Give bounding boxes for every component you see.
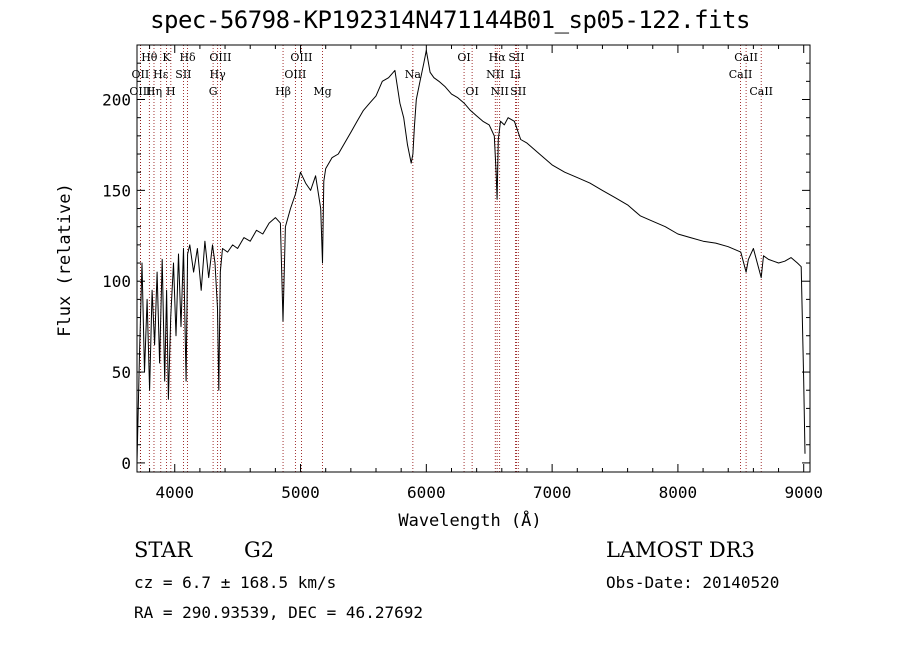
line-marker-label-12: Hβ (275, 85, 291, 98)
line-marker-label-23: Li (510, 68, 521, 81)
line-marker-label-9: OIII (209, 51, 231, 64)
x-tick-label-5: 9000 (784, 483, 823, 502)
line-marker-label-8: Hδ (179, 51, 196, 64)
line-marker-label-0: Hθ (141, 51, 158, 64)
line-marker-label-27: CaII (749, 85, 773, 98)
line-marker-label-14: OIII (284, 68, 306, 81)
line-marker-label-1: OII (132, 68, 150, 81)
line-markers (139, 45, 762, 472)
line-marker-label-24: SII (510, 85, 526, 98)
line-marker-label-15: Mg (313, 85, 331, 98)
line-marker-label-5: K (162, 51, 171, 64)
x-axis: 4000 5000 6000 7000 8000 9000 (149, 45, 823, 502)
line-marker-label-22: SII (508, 51, 524, 64)
survey-name: LAMOST DR3 (606, 538, 755, 562)
redshift-line: cz = 6.7 ± 168.5 km/s (134, 573, 337, 592)
x-axis-label: Wavelength (Å) (398, 511, 542, 531)
object-type: STAR (134, 538, 193, 562)
line-marker-label-7: SII (175, 68, 191, 81)
y-tick-label-0: 0 (121, 454, 131, 473)
x-tick-label-4: 8000 (659, 483, 698, 502)
line-marker-label-16: Na (405, 68, 422, 81)
y-axis: 0 50 100 150 200 (102, 62, 810, 473)
plot-frame (136, 44, 811, 473)
line-marker-label-2: OIII (129, 85, 151, 98)
line-marker-label-13: OIII (290, 51, 312, 64)
line-marker-label-25: CaII (734, 51, 758, 64)
x-tick-label-2: 6000 (407, 483, 446, 502)
coordinates-line: RA = 290.93539, DEC = 46.27692 (134, 603, 423, 622)
line-marker-label-26: CaII (729, 68, 753, 81)
line-marker-label-20: NII (486, 68, 504, 81)
line-marker-label-21: NII (491, 85, 509, 98)
y-tick-label-2: 100 (102, 272, 131, 291)
line-marker-label-10: Hγ (210, 68, 227, 81)
y-tick-label-3: 150 (102, 181, 131, 200)
y-axis-label: Flux (relative) (55, 183, 75, 337)
spectrum-line (136, 50, 806, 463)
chart-title: spec-56798-KP192314N471144B01_sp05-122.f… (150, 6, 750, 34)
line-marker-label-11: G (209, 85, 218, 98)
x-tick-label-1: 5000 (281, 483, 320, 502)
line-marker-label-19: Hα (489, 51, 507, 64)
x-tick-label-3: 7000 (533, 483, 572, 502)
line-marker-label-4: Hη (146, 85, 162, 98)
spectrum-series (136, 50, 806, 463)
spectral-subclass: G2 (244, 538, 275, 562)
x-tick-label-0: 4000 (155, 483, 194, 502)
line-marker-label-3: Hε (153, 68, 169, 81)
line-marker-label-6: H (166, 85, 176, 98)
obs-date-line: Obs-Date: 20140520 (606, 573, 780, 592)
line-marker-label-18: OI (465, 85, 478, 98)
y-tick-label-4: 200 (102, 91, 131, 110)
line-marker-label-17: OI (457, 51, 470, 64)
y-tick-label-1: 50 (112, 363, 131, 382)
